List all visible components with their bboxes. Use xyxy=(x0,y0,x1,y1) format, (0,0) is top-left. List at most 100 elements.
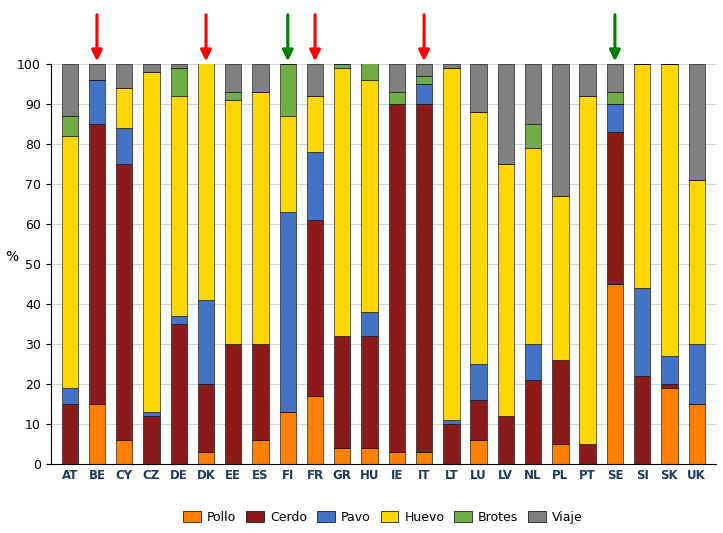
Bar xyxy=(607,284,623,464)
Bar xyxy=(116,128,132,164)
Bar xyxy=(634,376,651,464)
Bar xyxy=(116,164,132,440)
Bar xyxy=(362,448,377,464)
Bar xyxy=(225,64,241,92)
Bar xyxy=(307,220,323,395)
Bar xyxy=(307,96,323,152)
Bar xyxy=(607,64,623,92)
Bar xyxy=(198,12,214,300)
Bar xyxy=(607,104,623,132)
Bar xyxy=(116,440,132,464)
Bar xyxy=(471,112,487,364)
Bar xyxy=(334,64,351,68)
Bar xyxy=(171,64,187,68)
Bar xyxy=(280,116,296,212)
Bar xyxy=(198,0,214,12)
Bar xyxy=(389,92,405,104)
Bar xyxy=(280,64,296,116)
Bar xyxy=(171,324,187,464)
Bar xyxy=(552,196,568,360)
Bar xyxy=(552,443,568,464)
Bar xyxy=(143,72,160,411)
Bar xyxy=(89,404,105,464)
Bar xyxy=(443,64,460,68)
Bar xyxy=(443,68,460,420)
Bar xyxy=(334,68,351,336)
Bar xyxy=(61,116,78,136)
Bar xyxy=(688,64,705,180)
Bar xyxy=(198,300,214,384)
Bar xyxy=(307,64,323,96)
Bar xyxy=(471,64,487,112)
Bar xyxy=(307,395,323,464)
Bar xyxy=(634,288,651,376)
Bar xyxy=(225,92,241,100)
Bar xyxy=(662,384,677,388)
Bar xyxy=(280,212,296,411)
Bar xyxy=(280,411,296,464)
Bar xyxy=(252,440,269,464)
Bar xyxy=(443,424,460,464)
Bar xyxy=(607,92,623,104)
Bar xyxy=(471,440,487,464)
Bar xyxy=(171,96,187,316)
Bar xyxy=(334,336,351,448)
Bar xyxy=(389,104,405,452)
Bar xyxy=(389,64,405,92)
Bar xyxy=(525,344,542,379)
Bar xyxy=(61,64,78,116)
Bar xyxy=(143,416,160,464)
Bar xyxy=(471,364,487,400)
Legend: Pollo, Cerdo, Pavo, Huevo, Brotes, Viaje: Pollo, Cerdo, Pavo, Huevo, Brotes, Viaje xyxy=(179,506,588,529)
Bar xyxy=(389,452,405,464)
Bar xyxy=(525,64,542,124)
Bar xyxy=(416,84,432,104)
Bar xyxy=(579,443,596,464)
Bar xyxy=(171,316,187,324)
Bar xyxy=(89,64,105,80)
Bar xyxy=(362,80,377,312)
Bar xyxy=(662,388,677,464)
Bar xyxy=(552,360,568,443)
Bar xyxy=(171,68,187,96)
Bar xyxy=(471,400,487,440)
Bar xyxy=(416,76,432,84)
Bar xyxy=(362,60,377,80)
Bar xyxy=(688,344,705,404)
Bar xyxy=(579,64,596,96)
Bar xyxy=(252,92,269,344)
Bar xyxy=(362,336,377,448)
Bar xyxy=(579,96,596,443)
Bar xyxy=(607,132,623,284)
Bar xyxy=(525,124,542,148)
Bar xyxy=(362,312,377,336)
Bar xyxy=(89,80,105,124)
Bar xyxy=(525,148,542,344)
Bar xyxy=(252,64,269,92)
Bar xyxy=(552,64,568,196)
Bar xyxy=(116,64,132,88)
Bar xyxy=(307,152,323,220)
Bar xyxy=(116,88,132,128)
Bar xyxy=(497,64,514,164)
Bar xyxy=(198,384,214,452)
Bar xyxy=(416,64,432,76)
Bar xyxy=(688,404,705,464)
Bar xyxy=(634,64,651,288)
Bar xyxy=(362,48,377,60)
Bar xyxy=(225,344,241,464)
Bar xyxy=(688,180,705,344)
Y-axis label: %: % xyxy=(5,250,18,264)
Bar xyxy=(61,404,78,464)
Bar xyxy=(198,452,214,464)
Bar xyxy=(61,136,78,388)
Bar xyxy=(525,379,542,464)
Bar xyxy=(89,124,105,404)
Bar xyxy=(497,416,514,464)
Bar xyxy=(143,411,160,416)
Bar xyxy=(61,388,78,404)
Bar xyxy=(416,452,432,464)
Bar xyxy=(225,100,241,344)
Bar xyxy=(252,344,269,440)
Bar xyxy=(497,164,514,416)
